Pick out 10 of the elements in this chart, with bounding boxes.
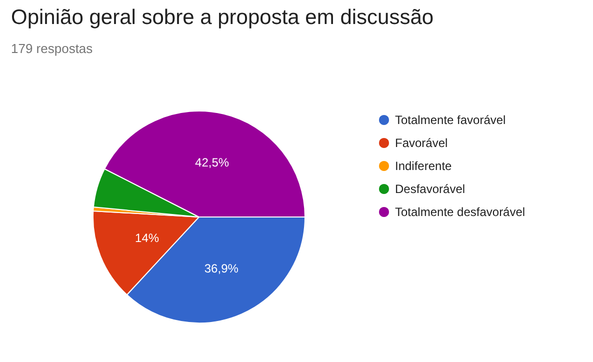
legend-label: Totalmente favorável bbox=[395, 113, 506, 127]
data-label: 14% bbox=[135, 230, 160, 245]
legend-label: Indiferente bbox=[395, 159, 452, 173]
data-label: 36,9% bbox=[204, 261, 239, 276]
legend-label: Favorável bbox=[395, 136, 448, 150]
legend-label: Totalmente desfavorável bbox=[395, 205, 526, 219]
chart-title: Opinião geral sobre a proposta em discussão bbox=[11, 6, 434, 29]
data-label: 42,5% bbox=[195, 156, 230, 170]
chart-subtitle: 179 respostas bbox=[11, 41, 94, 56]
legend-label: Desfavorável bbox=[395, 182, 466, 196]
